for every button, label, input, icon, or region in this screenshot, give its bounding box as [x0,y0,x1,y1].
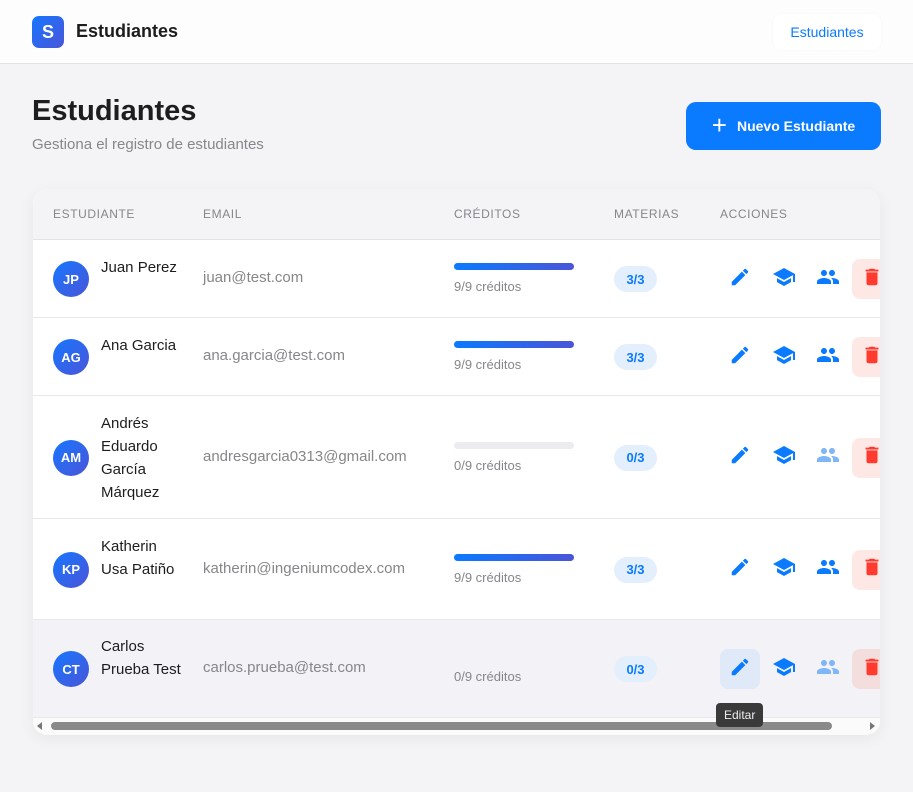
pencil-icon [729,344,751,371]
plus-icon: + [711,109,727,140]
delete-button[interactable] [852,259,880,299]
enroll-button[interactable] [764,550,804,590]
student-email: andresgarcia0313@gmail.com [203,447,407,465]
delete-button[interactable] [852,437,880,478]
enroll-button[interactable] [764,438,804,478]
column-header-actions: ACCIONES [720,207,788,221]
app-logo: S [32,16,64,48]
table-row: AM Andrés Eduardo García Márquez andresg… [33,396,880,519]
student-email: katherin@ingeniumcodex.com [203,559,405,577]
scroll-right-arrow-icon[interactable] [870,722,875,730]
credits-text: 9/9 créditos [454,357,522,372]
classmates-button[interactable] [808,649,848,689]
column-header-subjects: MATERIAS [614,207,680,221]
student-name: Ana Garcia [101,337,177,354]
student-email: carlos.prueba@test.com [203,659,366,676]
student-email: juan@test.com [203,269,304,286]
student-name: Andrés Eduardo García Márquez [101,414,160,501]
classmates-button[interactable] [808,337,848,377]
credits-text: 9/9 créditos [454,279,522,294]
classmates-button[interactable] [808,259,848,299]
delete-button[interactable] [852,337,880,377]
student-email: ana.garcia@test.com [203,347,345,364]
subjects-badge: 3/3 [614,344,657,370]
enroll-button[interactable] [764,337,804,377]
avatar: AG [53,339,89,375]
enroll-button[interactable] [764,649,804,689]
group-icon [816,443,840,472]
column-header-credits: CRÉDITOS [454,207,521,221]
subjects-badge: 3/3 [614,556,657,583]
trash-icon [861,266,880,293]
subjects-badge: 0/3 [614,656,657,682]
page-title: Estudiantes [32,95,197,127]
trash-icon [861,444,880,471]
app-title: Estudiantes [76,21,179,41]
page-subtitle: Gestiona el registro de estudiantes [32,136,264,153]
top-navbar: S Estudiantes Estudiantes [0,0,913,64]
table-row: KP Katherin Usa Patiño katherin@ingenium… [33,519,880,620]
column-header-email: EMAIL [203,207,243,221]
subjects-badge: 0/3 [614,444,657,471]
pencil-icon [729,266,751,293]
pencil-icon [729,444,751,471]
graduation-cap-icon [772,655,796,684]
credits-progress-fill [454,263,574,270]
avatar: KP [53,551,89,588]
trash-icon [861,344,880,371]
student-name: Carlos Prueba Test [101,637,181,678]
trash-icon [861,656,880,683]
avatar: CT [53,651,89,687]
table-row: AG Ana Garcia ana.garcia@test.com 9/9 cr… [33,318,880,396]
credits-progress-fill [454,341,574,348]
credits-text: 0/9 créditos [454,457,522,473]
pencil-icon [729,656,751,683]
new-student-label: Nuevo Estudiante [736,118,856,134]
graduation-cap-icon [772,265,796,294]
credits-progress-bar [454,263,574,270]
group-icon [816,265,840,294]
credits-progress-bar [454,341,574,348]
group-icon [816,343,840,372]
edit-button[interactable] [720,438,760,478]
table-row: JP Juan Perez juan@test.com 9/9 créditos… [33,240,880,318]
avatar: JP [53,261,89,297]
group-icon [816,655,840,684]
avatar: AM [53,439,89,476]
trash-icon [861,556,880,583]
credits-text: 9/9 créditos [454,569,522,585]
group-icon [816,555,840,584]
delete-button[interactable] [852,549,880,590]
new-student-button[interactable]: + Nuevo Estudiante [686,102,881,150]
credits-progress-bar [454,441,574,449]
scroll-left-arrow-icon[interactable] [37,722,42,730]
classmates-button[interactable] [808,550,848,590]
table-row: CT Carlos Prueba Test carlos.prueba@test… [33,620,880,718]
graduation-cap-icon [772,343,796,372]
classmates-button[interactable] [808,438,848,478]
delete-button[interactable] [852,649,880,689]
table-header: ESTUDIANTE EMAIL CRÉDITOS MATERIAS ACCIO… [33,189,880,240]
scrollbar-thumb[interactable] [51,722,832,730]
enroll-button[interactable] [764,259,804,299]
column-header-student: ESTUDIANTE [53,207,136,221]
student-name: Katherin Usa Patiño [101,538,175,578]
edit-button[interactable] [720,259,760,299]
students-table: ESTUDIANTE EMAIL CRÉDITOS MATERIAS ACCIO… [33,189,880,735]
edit-button[interactable] [720,649,760,689]
edit-button[interactable] [720,337,760,377]
credits-progress-bar [454,653,574,660]
graduation-cap-icon [772,555,796,584]
credits-progress-fill [454,553,574,561]
pencil-icon [729,556,751,583]
subjects-badge: 3/3 [614,266,657,292]
edit-button[interactable] [720,550,760,590]
graduation-cap-icon [772,443,796,472]
edit-tooltip: Editar [716,703,764,727]
credits-progress-bar [454,553,574,561]
nav-estudiantes-button[interactable]: Estudiantes [773,14,881,50]
horizontal-scrollbar[interactable] [33,718,880,735]
credits-text: 0/9 créditos [454,669,522,684]
student-name: Juan Perez [101,259,177,276]
